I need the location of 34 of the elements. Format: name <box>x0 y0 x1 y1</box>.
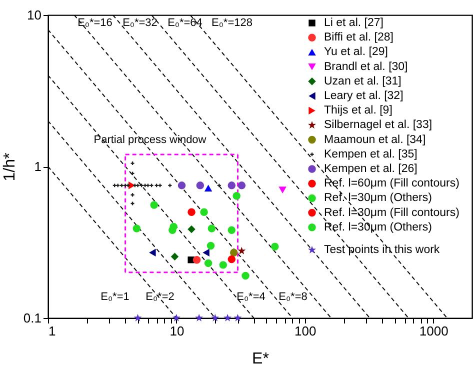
legend-label: Biffi et al. [28] <box>324 32 394 44</box>
legend-label: Kempen et al. [35] <box>324 148 418 160</box>
annotation: Partial process window <box>94 134 206 146</box>
annotation: E₀*=32 <box>122 17 158 29</box>
legend-label: Leary et al. [32] <box>324 90 404 102</box>
legend-label: Thijs et al. [9] <box>324 104 392 117</box>
legend-label: Ref. l=60μm (Fill contours) <box>324 178 460 190</box>
legend-label: Kempen et al. [26] <box>324 163 418 175</box>
x-tick-label: 1000 <box>419 324 448 338</box>
annotation: E₀*=2 <box>146 291 174 303</box>
y-tick-label: 0.1 <box>23 310 42 326</box>
x-tick-label: 10 <box>170 324 184 338</box>
annotation: E₀*=64 <box>168 17 202 29</box>
y-tick-label: 1 <box>34 159 42 174</box>
legend-label: Uzan et al. [31] <box>324 75 402 88</box>
x-tick-label: 1 <box>48 324 56 338</box>
annotation: E₀*=4 <box>236 291 266 303</box>
x-axis-title: E* <box>252 350 269 365</box>
y-tick-label: 10 <box>27 8 42 22</box>
legend-label: Ref. l=30μm (Fill contours) <box>324 206 460 219</box>
legend-label: Yu et al. [29] <box>324 46 388 58</box>
annotation: E₀*=1 <box>100 291 130 303</box>
annotation: E₀*=16 <box>78 17 112 29</box>
legend-label: Ref. l=30μm (Others) <box>324 221 432 234</box>
legend-label: Test points in this work <box>324 244 440 256</box>
annotation: E₀*=128 <box>212 17 252 29</box>
y-axis-title: 1/h* <box>1 152 18 182</box>
legend-label: Li et al. [27] <box>324 17 384 29</box>
x-tick-label: 100 <box>294 324 316 338</box>
annotation: E₀*=8 <box>278 291 308 303</box>
legend-label: Brandl et al. [30] <box>324 60 408 73</box>
legend-label: Silbernagel et al. [33] <box>324 119 432 132</box>
legend-label: Maamoun et al. [34] <box>324 134 426 146</box>
legend-label: Ref. l=30μm (Others) <box>324 192 432 204</box>
